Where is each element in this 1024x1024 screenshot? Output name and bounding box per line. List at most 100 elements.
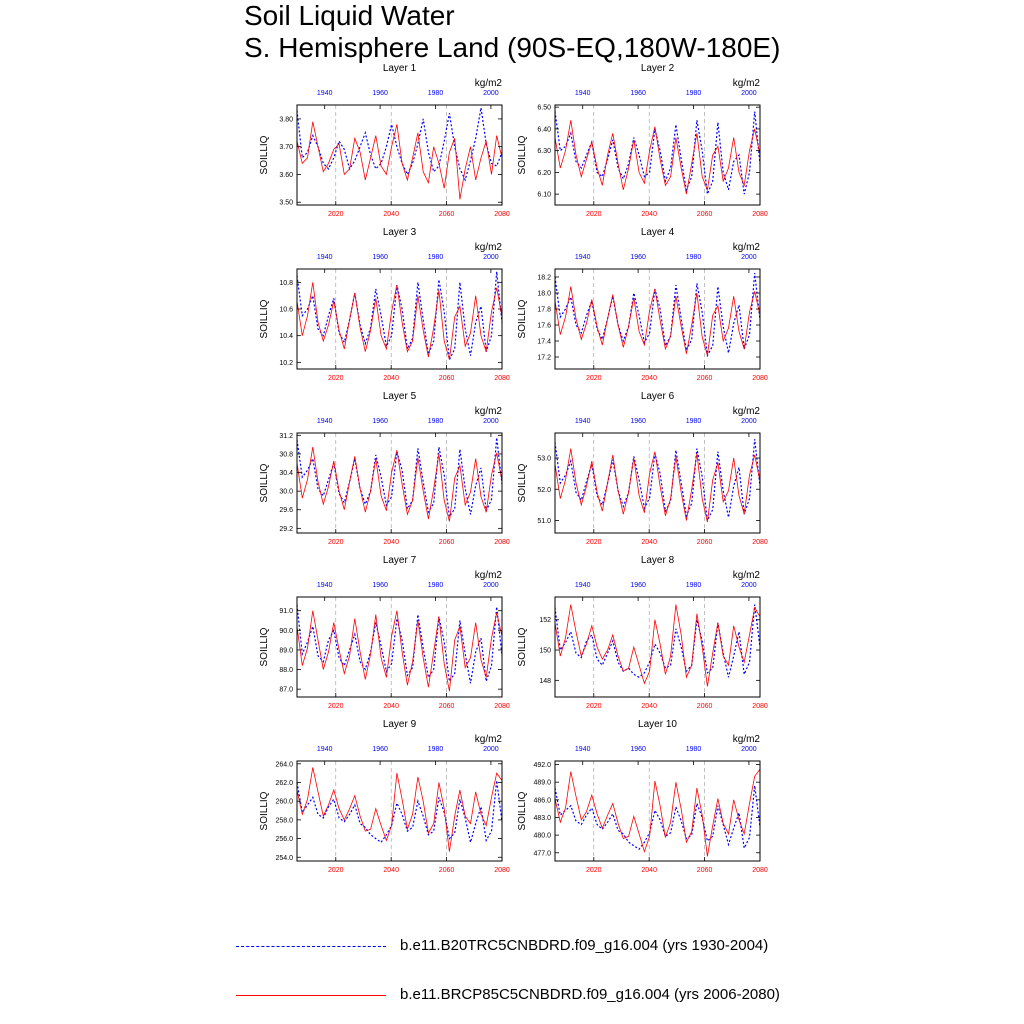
units-label: kg/m2 (475, 570, 503, 581)
legend-item-historical: b.e11.B20TRC5CNBDRD.f09_g16.004 (yrs 193… (236, 935, 836, 959)
top-x-tick-label: 1960 (630, 90, 646, 97)
y-tick-label: 10.4 (279, 333, 293, 340)
series-line-rcp85 (296, 610, 503, 692)
bottom-x-tick-label: 2080 (494, 375, 510, 382)
top-x-tick-label: 2000 (483, 582, 499, 589)
top-x-tick-label: 1960 (630, 254, 646, 261)
plot-frame (554, 760, 761, 862)
top-x-tick-label: 1980 (686, 582, 702, 589)
units-label: kg/m2 (733, 78, 761, 89)
series-line-rcp85 (554, 286, 761, 356)
plot-frame (296, 432, 503, 534)
y-axis-label: SOILLIQ (517, 627, 528, 666)
units-label: kg/m2 (733, 242, 761, 253)
bottom-x-tick-label: 2020 (328, 539, 344, 546)
top-x-tick-label: 1960 (630, 418, 646, 425)
y-tick-label: 6.20 (537, 170, 551, 177)
y-tick-label: 91.0 (279, 608, 293, 615)
units-label: kg/m2 (733, 406, 761, 417)
bottom-x-tick-label: 2020 (328, 867, 344, 874)
top-x-tick-label: 1980 (428, 418, 444, 425)
y-tick-label: 148 (539, 678, 551, 685)
top-x-tick-label: 2000 (741, 90, 757, 97)
chart-layer-10: Layer 10 kg/m2 477.0 480.0 483.0 486.0 489.0 49… (517, 719, 768, 874)
y-tick-label: 256.0 (275, 836, 293, 843)
chart-title: Layer 3 (383, 227, 417, 238)
y-axis-label: SOILLIQ (517, 791, 528, 830)
y-tick-label: 29.6 (279, 507, 293, 514)
bottom-x-tick-label: 2060 (697, 703, 713, 710)
legend-label-rcp85: b.e11.BRCP85C5CNBDRD.f09_g16.004 (yrs 20… (400, 986, 780, 1003)
y-tick-label: 89.0 (279, 647, 293, 654)
units-label: kg/m2 (733, 734, 761, 745)
top-x-tick-label: 1980 (686, 90, 702, 97)
legend-swatch-red-solid (236, 995, 386, 996)
bottom-x-tick-label: 2060 (439, 703, 455, 710)
bottom-x-tick-label: 2060 (697, 867, 713, 874)
y-tick-label: 51.0 (537, 518, 551, 525)
y-axis-label: SOILLIQ (259, 627, 270, 666)
y-tick-label: 477.0 (533, 850, 551, 857)
chart-layer-3: Layer 3 kg/m2 10.2 10.4 10.6 10.8 1940 1960 1980… (259, 227, 510, 382)
units-label: kg/m2 (475, 734, 503, 745)
top-x-tick-label: 2000 (483, 254, 499, 261)
series-line-rcp85 (296, 282, 503, 360)
figure-title-line-1: Soil Liquid Water (244, 0, 455, 31)
y-tick-label: 483.0 (533, 815, 551, 822)
chart-layer-4: Layer 4 kg/m2 17.2 17.4 17.6 17.8 18.0 18.2 1940… (517, 227, 768, 382)
chart-layer-7: Layer 7 kg/m2 87.0 88.0 89.0 90.0 91.0 1940 1960… (259, 555, 510, 710)
bottom-x-tick-label: 2080 (494, 539, 510, 546)
bottom-x-tick-label: 2040 (383, 703, 399, 710)
chart-title: Layer 2 (641, 63, 675, 74)
top-x-tick-label: 1960 (630, 746, 646, 753)
bottom-x-tick-label: 2080 (752, 375, 768, 382)
y-tick-label: 152 (539, 617, 551, 624)
plot-frame (296, 268, 503, 370)
chart-title: Layer 7 (383, 555, 417, 566)
y-tick-label: 6.30 (537, 148, 551, 155)
bottom-x-tick-label: 2020 (328, 375, 344, 382)
y-tick-label: 30.8 (279, 451, 293, 458)
series-line-historical (554, 111, 761, 197)
plot-frame (296, 104, 503, 206)
y-tick-label: 150 (539, 648, 551, 655)
series-line-historical (554, 439, 761, 523)
top-x-tick-label: 2000 (483, 746, 499, 753)
y-axis-label: SOILLIQ (259, 791, 270, 830)
top-x-tick-label: 1940 (317, 582, 333, 589)
y-tick-label: 260.0 (275, 799, 293, 806)
chart-title: Layer 10 (638, 719, 677, 730)
chart-title: Layer 4 (641, 227, 675, 238)
y-tick-label: 492.0 (533, 762, 551, 769)
y-tick-label: 6.40 (537, 126, 551, 133)
series-line-rcp85 (554, 768, 761, 857)
bottom-x-tick-label: 2060 (697, 211, 713, 218)
y-tick-label: 18.2 (537, 275, 551, 282)
y-tick-label: 30.4 (279, 470, 293, 477)
y-tick-label: 17.2 (537, 355, 551, 362)
top-x-tick-label: 2000 (741, 582, 757, 589)
y-tick-label: 10.2 (279, 360, 293, 367)
top-x-tick-label: 1980 (686, 254, 702, 261)
bottom-x-tick-label: 2060 (439, 375, 455, 382)
plot-frame (554, 104, 761, 206)
bottom-x-tick-label: 2020 (586, 375, 602, 382)
bottom-x-tick-label: 2020 (328, 703, 344, 710)
y-tick-label: 18.0 (537, 291, 551, 298)
chart-title: Layer 1 (383, 63, 417, 74)
top-x-tick-label: 1940 (317, 254, 333, 261)
top-x-tick-label: 1960 (372, 90, 388, 97)
chart-layer-9: Layer 9 kg/m2 254.0 256.0 258.0 260.0 262.0 264… (259, 719, 510, 874)
chart-title: Layer 6 (641, 391, 675, 402)
y-tick-label: 6.10 (537, 192, 551, 199)
y-tick-label: 264.0 (275, 761, 293, 768)
y-tick-label: 88.0 (279, 667, 293, 674)
top-x-tick-label: 2000 (741, 746, 757, 753)
chart-title: Layer 8 (641, 555, 675, 566)
y-axis-label: SOILLIQ (517, 135, 528, 174)
bottom-x-tick-label: 2020 (586, 867, 602, 874)
y-axis-label: SOILLIQ (517, 463, 528, 502)
y-tick-label: 486.0 (533, 797, 551, 804)
y-axis-label: SOILLIQ (259, 463, 270, 502)
top-x-tick-label: 1980 (686, 746, 702, 753)
